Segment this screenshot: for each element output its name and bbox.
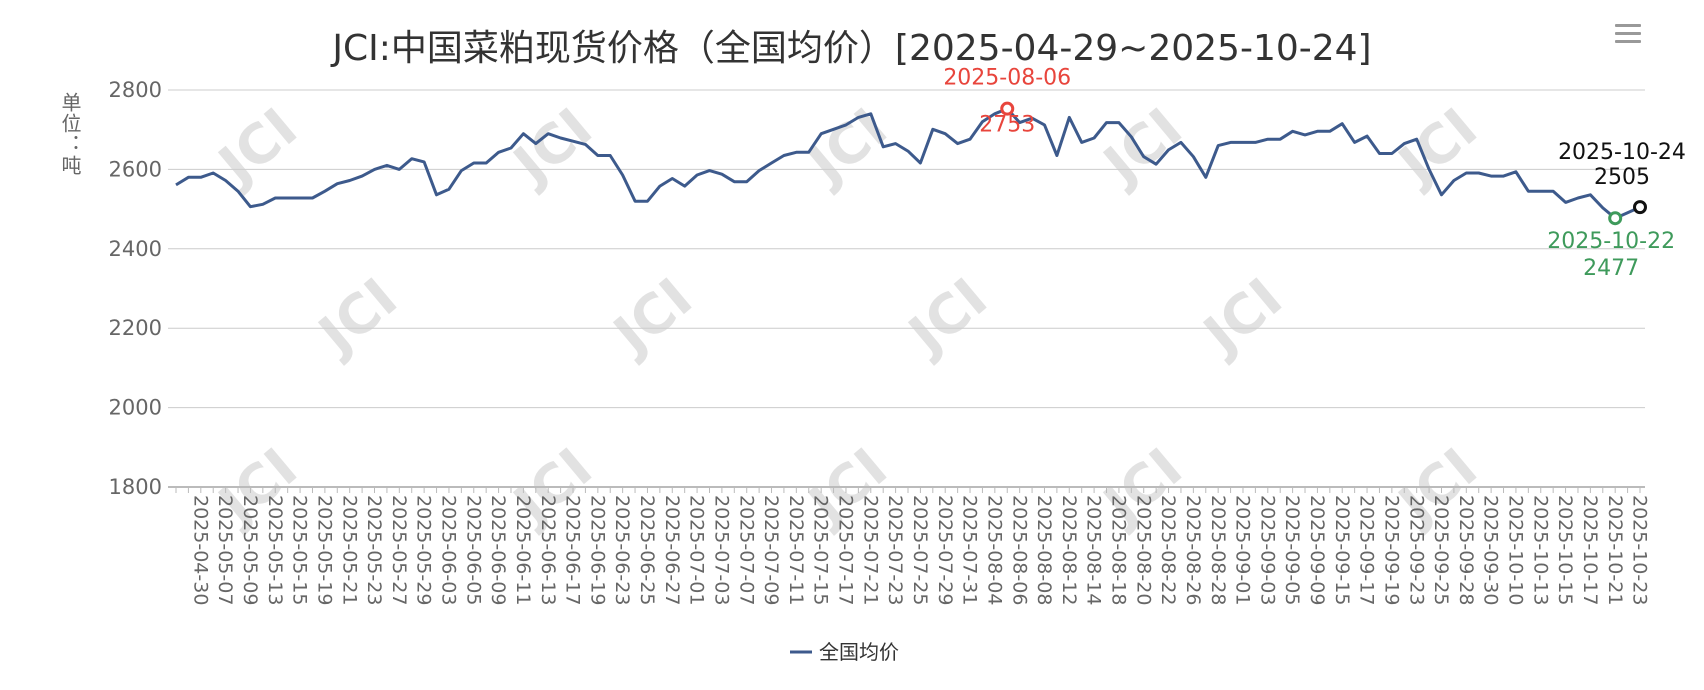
x-tick-label: 2025-09-09 xyxy=(1306,495,1328,605)
x-tick-label: 2025-07-29 xyxy=(934,495,956,605)
x-tick-label: 2025-06-27 xyxy=(661,495,683,605)
x-tick-label: 2025-05-27 xyxy=(388,495,410,605)
x-tick-label: 2025-09-30 xyxy=(1480,495,1502,605)
x-tick-label: 2025-06-19 xyxy=(586,495,608,605)
annotation-date: 2025-10-22 xyxy=(1547,229,1675,254)
x-tick-label: 2025-05-09 xyxy=(239,495,261,605)
x-tick-label: 2025-07-09 xyxy=(760,495,782,605)
x-tick-label: 2025-07-31 xyxy=(959,495,981,605)
chart-title: JCI:中国菜粕现货价格（全国均价）[2025-04-29~2025-10-24… xyxy=(330,28,1371,69)
x-tick-label: 2025-06-13 xyxy=(537,495,559,605)
x-tick-label: 2025-08-04 xyxy=(983,495,1005,605)
annotation-value: 2477 xyxy=(1583,256,1639,281)
legend-label: 全国均价 xyxy=(819,640,899,664)
x-tick-label: 2025-08-14 xyxy=(1083,495,1105,605)
x-tick-label: 2025-07-17 xyxy=(835,495,857,605)
x-tick-label: 2025-09-03 xyxy=(1256,495,1278,605)
x-tick-label: 2025-06-05 xyxy=(462,495,484,605)
x-tick-label: 2025-09-01 xyxy=(1232,495,1254,605)
annotation-date: 2025-08-06 xyxy=(943,66,1071,91)
x-tick-label: 2025-08-20 xyxy=(1132,495,1154,605)
annotation-marker xyxy=(1633,200,1647,215)
x-tick-label: 2025-07-15 xyxy=(810,495,832,605)
x-tick-label: 2025-08-08 xyxy=(1033,495,1055,605)
series-line-全国均价 xyxy=(175,107,1641,220)
x-tick-label: 2025-09-23 xyxy=(1405,495,1427,605)
y-tick-label: 2000 xyxy=(109,396,162,420)
x-tick-label: 2025-08-26 xyxy=(1182,495,1204,605)
x-tick-label: 2025-10-10 xyxy=(1505,495,1527,605)
x-tick-label: 2025-08-12 xyxy=(1058,495,1080,605)
x-tick-label: 2025-07-25 xyxy=(909,495,931,605)
y-tick-label: 2600 xyxy=(109,157,162,181)
x-tick-label: 2025-05-07 xyxy=(214,495,236,605)
y-tick-label: 2200 xyxy=(109,316,162,340)
annotation-marker xyxy=(1000,101,1015,116)
x-tick-label: 2025-08-06 xyxy=(1008,495,1030,605)
x-tick-label: 2025-06-11 xyxy=(512,495,534,605)
annotation-value: 2505 xyxy=(1594,165,1650,190)
x-tick-label: 2025-07-11 xyxy=(785,495,807,605)
x-tick-label: 2025-06-25 xyxy=(636,495,658,605)
x-tick-label: 2025-09-15 xyxy=(1331,495,1353,605)
x-tick-label: 2025-05-13 xyxy=(264,495,286,605)
watermark-text: JCI xyxy=(894,266,999,368)
x-tick-label: 2025-09-05 xyxy=(1281,495,1303,605)
x-tick-label: 2025-08-22 xyxy=(1157,495,1179,605)
x-tick-label: 2025-10-21 xyxy=(1604,495,1626,605)
x-tick-label: 2025-07-01 xyxy=(686,495,708,605)
x-tick-label: 2025-05-23 xyxy=(363,495,385,605)
hamburger-menu-icon[interactable] xyxy=(1615,24,1641,46)
watermark-text: JCI xyxy=(599,266,704,368)
annotation-marker xyxy=(1608,211,1623,226)
x-tick-label: 2025-06-23 xyxy=(611,495,633,605)
x-tick-label: 2025-10-15 xyxy=(1554,495,1576,605)
y-tick-label: 2800 xyxy=(109,78,162,102)
x-tick-label: 2025-05-29 xyxy=(413,495,435,605)
y-axis-unit-label: 单位：吨 xyxy=(58,92,82,176)
x-tick-label: 2025-10-13 xyxy=(1529,495,1551,605)
watermark-text: JCI xyxy=(204,96,309,198)
x-tick-label: 2025-07-23 xyxy=(884,495,906,605)
x-tick-label: 2025-08-18 xyxy=(1108,495,1130,605)
x-tick-label: 2025-07-21 xyxy=(859,495,881,605)
x-tick-label: 2025-09-25 xyxy=(1430,495,1452,605)
x-tick-label: 2025-06-09 xyxy=(487,495,509,605)
legend[interactable]: 全国均价 xyxy=(790,640,899,664)
x-tick-label: 2025-07-03 xyxy=(710,495,732,605)
x-tick-label: 2025-09-19 xyxy=(1380,495,1402,605)
x-tick-label: 2025-05-15 xyxy=(289,495,311,605)
y-tick-label: 1800 xyxy=(109,475,162,499)
x-tick-label: 2025-05-21 xyxy=(338,495,360,605)
watermark-text: JCI xyxy=(1189,266,1294,368)
x-tick-label: 2025-10-23 xyxy=(1629,495,1651,605)
watermark-text: JCI xyxy=(1089,96,1194,198)
x-tick-label: 2025-07-07 xyxy=(735,495,757,605)
x-tick-label: 2025-06-03 xyxy=(438,495,460,605)
y-axis: 1800 2000 2200 2400 2600 2800 xyxy=(109,78,162,499)
x-tick-label: 2025-09-28 xyxy=(1455,495,1477,605)
y-tick-label: 2400 xyxy=(109,237,162,261)
annotation-value: 2753 xyxy=(979,113,1035,138)
x-tick-label: 2025-06-17 xyxy=(562,495,584,605)
x-tick-label: 2025-05-19 xyxy=(313,495,335,605)
watermark-text: JCI xyxy=(304,266,409,368)
annotation-date: 2025-10-24 xyxy=(1558,140,1686,165)
x-tick-label: 2025-08-28 xyxy=(1207,495,1229,605)
x-axis: 2025-04-30 2025-05-07 2025-05-09 2025-05-13… xyxy=(175,487,1651,605)
x-tick-label: 2025-04-30 xyxy=(189,495,211,605)
x-tick-label: 2025-09-17 xyxy=(1356,495,1378,605)
grid-lines xyxy=(168,89,1645,488)
series-layer xyxy=(175,107,1641,220)
x-tick-label: 2025-10-17 xyxy=(1579,495,1601,605)
